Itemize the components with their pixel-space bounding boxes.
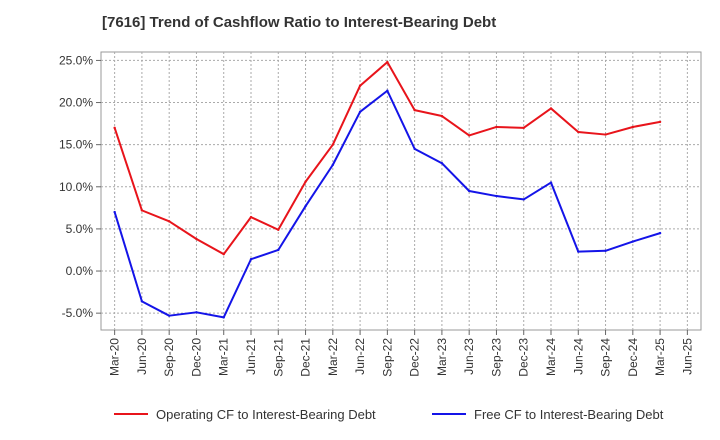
x-tick-label: Mar-22 [326, 338, 340, 376]
series-2-point [604, 249, 607, 253]
y-tick-label: -5.0% [62, 306, 94, 320]
y-tick-label: 20.0% [59, 96, 93, 110]
legend-label-1: Operating CF to Interest-Bearing Debt [156, 407, 376, 422]
x-tick-label: Mar-24 [544, 338, 558, 376]
series-1-point [167, 220, 171, 223]
y-axis-ticks: 25.0% 20.0% 15.0% 10.0% 5.0% 0.0% -5.0% [59, 53, 93, 320]
series-2-point [522, 198, 525, 201]
x-tick-label: Dec-22 [408, 338, 422, 377]
x-tick-label: Dec-20 [189, 338, 203, 377]
x-tick-label: Mar-25 [653, 338, 667, 376]
series-1-point [658, 120, 662, 124]
series-2-point [577, 250, 580, 253]
series-1-point [522, 126, 525, 130]
y-tick-label: 5.0% [66, 222, 94, 236]
series-1-point [549, 107, 553, 110]
x-tick-label: Jun-24 [571, 338, 585, 375]
series-2-point [249, 258, 253, 261]
series-2-point [113, 210, 116, 214]
x-axis-ticks: Mar-20 Jun-20 Sep-20 Dec-20 Mar-21 Jun-21 Sep-… [108, 338, 695, 377]
legend-label-2: Free CF to Interest-Bearing Debt [474, 407, 664, 422]
series-1-point [604, 133, 607, 136]
series-2-point [140, 300, 144, 303]
x-tick-label: Jun-22 [353, 338, 367, 375]
series-1-point [249, 215, 253, 219]
x-tick-label: Sep-20 [162, 338, 176, 377]
series-1-point [195, 237, 198, 241]
x-tick-label: Dec-21 [299, 338, 313, 377]
chart-title: [7616] Trend of Cashflow Ratio to Intere… [102, 14, 497, 31]
x-tick-label: Sep-22 [380, 338, 394, 377]
series-2-point [195, 311, 198, 314]
x-tick-label: Jun-20 [135, 338, 149, 375]
series-2-point [549, 181, 553, 184]
x-tick-label: Sep-21 [271, 338, 285, 377]
series-1-point [413, 108, 416, 112]
x-tick-label: Dec-23 [517, 338, 531, 377]
x-tick-label: Jun-25 [680, 338, 694, 375]
y-tick-label: 25.0% [59, 53, 93, 67]
series-1-point [222, 252, 225, 256]
x-tick-label: Sep-23 [489, 338, 503, 377]
series-1-point [577, 130, 580, 134]
series-1-point [467, 134, 471, 137]
series-2-point [658, 231, 662, 235]
series-1-point [304, 180, 307, 183]
series-1-point [440, 114, 444, 118]
x-tick-label: Sep-24 [599, 338, 613, 377]
series-2-point [277, 248, 280, 252]
x-tick-label: Jun-21 [244, 338, 258, 375]
y-tick-label: 0.0% [66, 264, 94, 278]
y-tick-label: 10.0% [59, 180, 93, 194]
x-tick-label: Dec-24 [626, 338, 640, 377]
x-tick-label: Jun-23 [462, 338, 476, 375]
series-2-point [331, 163, 335, 167]
series-2-point [440, 162, 444, 165]
series-1-point [495, 125, 498, 129]
series-2-point [631, 240, 635, 243]
series-2-point [495, 194, 498, 198]
series-1-point [113, 126, 116, 130]
series-1-point [277, 228, 280, 231]
series-1-point [331, 143, 335, 146]
x-tick-label: Mar-20 [108, 338, 122, 376]
series-2-point [222, 316, 225, 319]
plot-area [100, 51, 702, 331]
series-2-point [413, 147, 416, 151]
x-tick-label: Mar-23 [435, 338, 449, 376]
y-tick-label: 15.0% [59, 138, 93, 152]
legend: Operating CF to Interest-Bearing Debt Fre… [114, 407, 664, 422]
series-2-point [467, 189, 471, 193]
series-2-point [167, 314, 171, 317]
series-1-point [140, 209, 144, 212]
series-1-point [631, 125, 635, 129]
series-1-point [386, 60, 389, 64]
series-2-point [304, 204, 307, 208]
x-tick-label: Mar-21 [217, 338, 231, 376]
series-2-point [358, 110, 362, 114]
series-layer [113, 60, 662, 319]
series-1-point [358, 84, 362, 87]
series-2-point [386, 89, 389, 92]
